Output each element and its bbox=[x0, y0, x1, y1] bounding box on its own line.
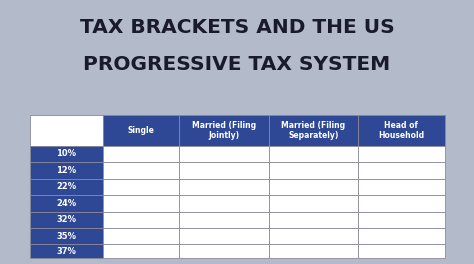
Text: Married (Filing
Jointly): Married (Filing Jointly) bbox=[192, 121, 256, 140]
Bar bbox=[30, 244, 103, 258]
Text: PROGRESSIVE TAX SYSTEM: PROGRESSIVE TAX SYSTEM bbox=[83, 55, 391, 74]
Text: 22%: 22% bbox=[56, 182, 76, 191]
Bar bbox=[269, 211, 358, 228]
Bar bbox=[179, 115, 269, 146]
Bar bbox=[103, 115, 179, 146]
Bar bbox=[358, 115, 445, 146]
Bar bbox=[30, 146, 103, 162]
Bar bbox=[179, 146, 269, 162]
Text: Head of
Household: Head of Household bbox=[378, 121, 425, 140]
Bar bbox=[269, 244, 358, 258]
Bar bbox=[103, 211, 179, 228]
Text: 37%: 37% bbox=[56, 247, 76, 256]
Bar bbox=[30, 228, 103, 244]
Bar bbox=[358, 146, 445, 162]
Bar bbox=[269, 228, 358, 244]
Text: Married (Filing
Separately): Married (Filing Separately) bbox=[281, 121, 345, 140]
Bar bbox=[103, 244, 179, 258]
Bar bbox=[358, 195, 445, 211]
Bar bbox=[179, 195, 269, 211]
Bar bbox=[179, 211, 269, 228]
Bar bbox=[103, 228, 179, 244]
Bar bbox=[358, 179, 445, 195]
Bar bbox=[269, 162, 358, 179]
Bar bbox=[269, 179, 358, 195]
Text: Single: Single bbox=[128, 126, 155, 135]
Bar bbox=[358, 162, 445, 179]
Text: 32%: 32% bbox=[56, 215, 76, 224]
Bar bbox=[179, 228, 269, 244]
Bar bbox=[103, 195, 179, 211]
Bar bbox=[358, 244, 445, 258]
Bar bbox=[358, 228, 445, 244]
Bar bbox=[179, 162, 269, 179]
Bar bbox=[30, 211, 103, 228]
Bar bbox=[103, 179, 179, 195]
Text: 12%: 12% bbox=[56, 166, 76, 175]
Text: TAX BRACKETS AND THE US: TAX BRACKETS AND THE US bbox=[80, 18, 394, 37]
Bar bbox=[179, 179, 269, 195]
Bar bbox=[269, 195, 358, 211]
Bar bbox=[269, 146, 358, 162]
Bar bbox=[269, 115, 358, 146]
Text: 10%: 10% bbox=[56, 149, 76, 158]
Text: 35%: 35% bbox=[56, 232, 76, 241]
Bar bbox=[179, 244, 269, 258]
Bar bbox=[103, 146, 179, 162]
Bar bbox=[30, 162, 103, 179]
Bar bbox=[103, 162, 179, 179]
Bar bbox=[30, 195, 103, 211]
Bar bbox=[30, 115, 103, 146]
Text: 24%: 24% bbox=[56, 199, 76, 208]
Bar bbox=[30, 179, 103, 195]
Bar bbox=[358, 211, 445, 228]
